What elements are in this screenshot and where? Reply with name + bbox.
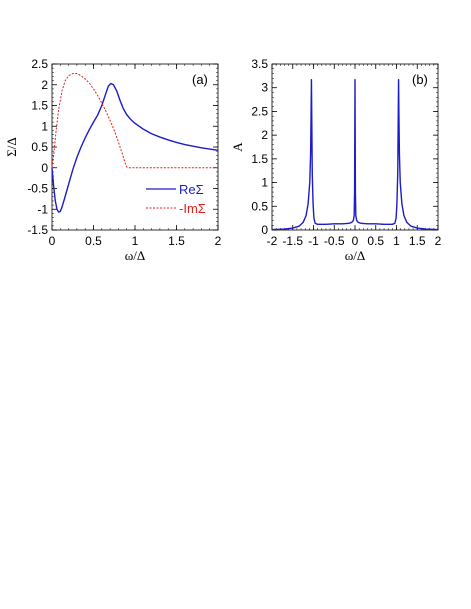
y-tick-label: 3 [261,81,268,95]
panel-b-spectral-function: -2 -1.5 -1 -0.5 0 0.5 1 1.5 2 0 0.5 1 1.5 2 2.5 3 3.5 (b… [230,57,442,263]
x-tick-label: 1 [393,234,400,248]
y-tick-label: 1 [261,176,268,190]
panel-b-tick-labels: -2 -1.5 -1 -0.5 0 0.5 1 1.5 2 0 0.5 1 1.5 2 2.5 3 3.5 [251,57,441,248]
legend-label-im-sigma: -ImΣ [179,201,206,216]
y-tick-label: 1.5 [31,99,48,113]
panel-a-tick-labels: 0 0.5 1 1.5 2 -1.5 -1 -0.5 0 0.5 1 1.5 2 2.5 [27,57,221,248]
y-tick-label: 2 [261,128,268,142]
panel-b-y-axis-label: A [230,142,245,152]
panel-a-series [51,73,219,213]
panel-a-self-energy: 0 0.5 1 1.5 2-1.5-1-0.500.511.522.5 (a) ω/Δ … [4,57,222,263]
panel-a-y-axis-label: Σ/Δ [4,137,19,157]
y-tick-label: 0 [261,223,268,237]
x-tick-label: -0.5 [324,234,345,248]
panel-b-label: (b) [412,72,428,87]
panel-b-x-axis-label: ω/Δ [345,248,366,263]
x-tick-label: -1.5 [282,234,303,248]
x-tick-label: 0.5 [85,234,102,248]
panel-a-label: (a) [192,72,208,87]
y-tick-label: -1.5 [27,223,48,237]
series-line-re-sigma [51,82,219,213]
y-tick-label: 0.5 [251,199,268,213]
panel-a-x-axis-label: ω/Δ [125,248,146,263]
y-tick-label: 2 [41,78,48,92]
x-tick-label: -1 [308,234,319,248]
y-tick-label: 2.5 [31,57,48,71]
x-tick-label: 0 [352,234,359,248]
x-tick-label: 0.5 [367,234,384,248]
y-tick-label: 1.5 [251,152,268,166]
y-tick-label: -0.5 [27,182,48,196]
x-tick-label: -2 [267,234,278,248]
y-tick-label: 0 [41,161,48,175]
x-tick-label: 0 [49,234,56,248]
series-line-spectral-function [271,78,439,231]
y-tick-label: 0.5 [31,140,48,154]
y-tick-label: 3.5 [251,57,268,71]
legend-label-re-sigma: ReΣ [179,182,204,197]
x-tick-label: 1 [132,234,139,248]
x-tick-label: 2 [215,234,222,248]
x-tick-label: 1.5 [168,234,185,248]
x-tick-label: 2 [435,234,442,248]
panel-a-legend: ReΣ -ImΣ [146,182,206,216]
y-tick-label: 1 [41,119,48,133]
y-tick-label: 2.5 [251,104,268,118]
series-line-im-sigma [51,73,218,169]
panel-b-series [271,78,439,231]
x-tick-label: 1.5 [409,234,426,248]
y-tick-label: -1 [37,202,48,216]
